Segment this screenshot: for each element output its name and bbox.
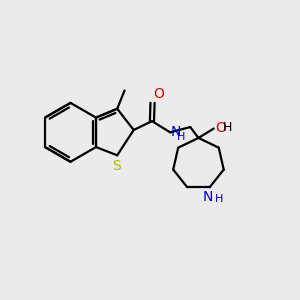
Text: N: N: [171, 125, 181, 139]
Text: N: N: [203, 190, 213, 204]
Text: S: S: [112, 159, 120, 173]
Text: H: H: [177, 132, 186, 142]
Text: H: H: [215, 194, 224, 204]
Text: H: H: [223, 122, 232, 134]
Text: O: O: [154, 86, 165, 100]
Text: O: O: [215, 121, 226, 135]
